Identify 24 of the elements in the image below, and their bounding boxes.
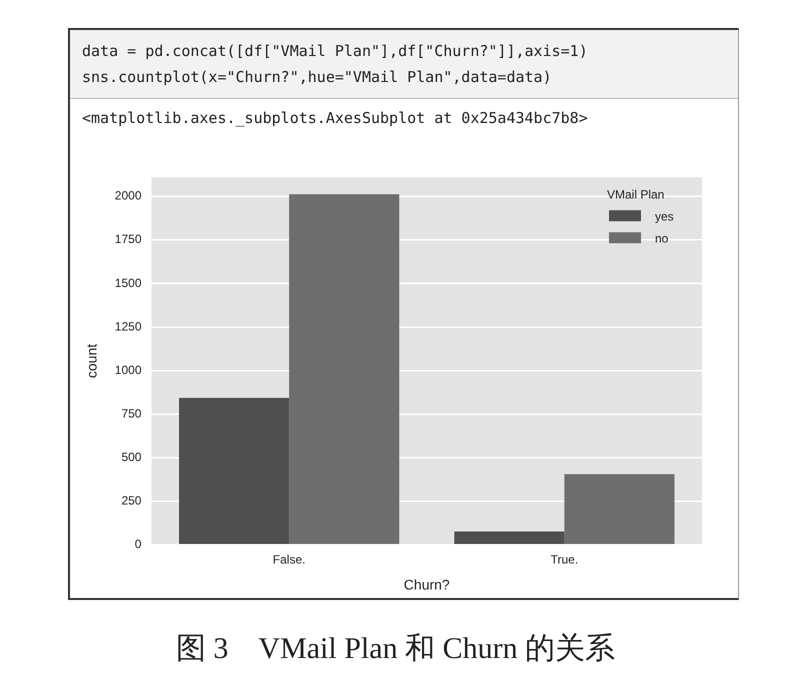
y-tick-label: 2000 <box>114 188 142 203</box>
x-tick-label: False. <box>272 552 306 566</box>
y-tick-label: 500 <box>121 450 142 464</box>
text: <matplotlib.axes._subplots.AxesSubplot at 0x25a434bc7b8> <box>81 108 589 129</box>
y-tick-label: 750 <box>121 406 142 420</box>
bar <box>179 398 290 544</box>
y-tick-label: 1250 <box>114 319 142 334</box>
y-tick-label: 1000 <box>114 362 142 377</box>
y-axis-title: count <box>83 344 100 378</box>
legend-label: yes <box>655 210 674 224</box>
bar <box>454 532 564 544</box>
x-tick-label: True. <box>550 552 578 566</box>
x-axis-title: Churn? <box>404 576 450 592</box>
caption: 图 3 VMail Plan 和 Churn 的关系 <box>174 631 616 667</box>
text: data = pd.concat([df["VMail Plan"],df["Churn?"]],axis=1) <box>82 42 588 60</box>
legend-title: VMail Plan <box>607 188 664 202</box>
y-tick-label: 250 <box>121 494 142 508</box>
text: sns.countplot(x="Churn?",hue="VMail Plan",data=data) <box>82 68 552 86</box>
y-tick-label: 1750 <box>114 232 142 246</box>
bar <box>564 474 674 544</box>
y-tick-label: 0 <box>134 537 142 552</box>
legend-label: no <box>655 232 669 246</box>
bar <box>289 194 400 544</box>
y-tick-label: 1500 <box>114 276 142 290</box>
